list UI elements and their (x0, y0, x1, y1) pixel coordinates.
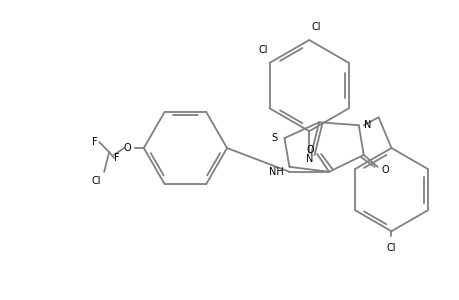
Text: Cl: Cl (91, 176, 101, 186)
Text: O: O (306, 145, 313, 155)
Text: F: F (114, 153, 119, 163)
Text: N: N (363, 120, 370, 130)
Text: F: F (91, 137, 97, 147)
Text: Cl: Cl (258, 45, 267, 55)
Text: Cl: Cl (311, 22, 320, 32)
Text: Cl: Cl (386, 243, 395, 253)
Text: O: O (123, 143, 131, 153)
Text: NH: NH (268, 167, 283, 177)
Text: S: S (271, 133, 277, 143)
Text: N: N (305, 154, 312, 164)
Text: O: O (381, 165, 388, 175)
